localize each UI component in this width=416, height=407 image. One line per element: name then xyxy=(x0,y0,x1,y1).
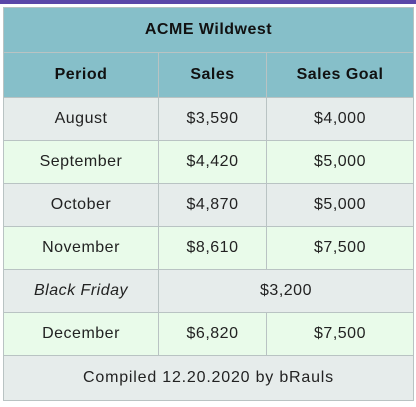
merged-value-cell: $3,200 xyxy=(158,269,414,313)
goal-cell: $7,500 xyxy=(266,312,414,356)
sales-cell: $3,590 xyxy=(158,97,267,141)
top-accent-bar xyxy=(0,0,416,4)
sales-cell: $4,870 xyxy=(158,183,267,227)
table-row: September $4,420 $5,000 xyxy=(3,140,414,184)
sales-cell: $4,420 xyxy=(158,140,267,184)
table-row: December $6,820 $7,500 xyxy=(3,312,414,356)
header-period: Period xyxy=(3,52,159,98)
period-cell: Black Friday xyxy=(3,269,159,313)
goal-cell: $7,500 xyxy=(266,226,414,270)
goal-cell: $4,000 xyxy=(266,97,414,141)
header-sales-goal: Sales Goal xyxy=(266,52,414,98)
goal-cell: $5,000 xyxy=(266,183,414,227)
goal-cell: $5,000 xyxy=(266,140,414,184)
period-cell: October xyxy=(3,183,159,227)
table-row: August $3,590 $4,000 xyxy=(3,97,414,141)
header-sales: Sales xyxy=(158,52,267,98)
period-cell: December xyxy=(3,312,159,356)
table-row: October $4,870 $5,000 xyxy=(3,183,414,227)
sales-cell: $6,820 xyxy=(158,312,267,356)
period-cell: November xyxy=(3,226,159,270)
sales-cell: $8,610 xyxy=(158,226,267,270)
table-row: November $8,610 $7,500 xyxy=(3,226,414,270)
table-footer: Compiled 12.20.2020 by bRauls xyxy=(3,355,414,401)
table-row: Black Friday $3,200 xyxy=(3,269,414,313)
period-cell: September xyxy=(3,140,159,184)
table-title: ACME Wildwest xyxy=(3,7,414,53)
period-cell: August xyxy=(3,97,159,141)
sales-table: ACME Wildwest Period Sales Sales Goal Au… xyxy=(3,7,414,401)
